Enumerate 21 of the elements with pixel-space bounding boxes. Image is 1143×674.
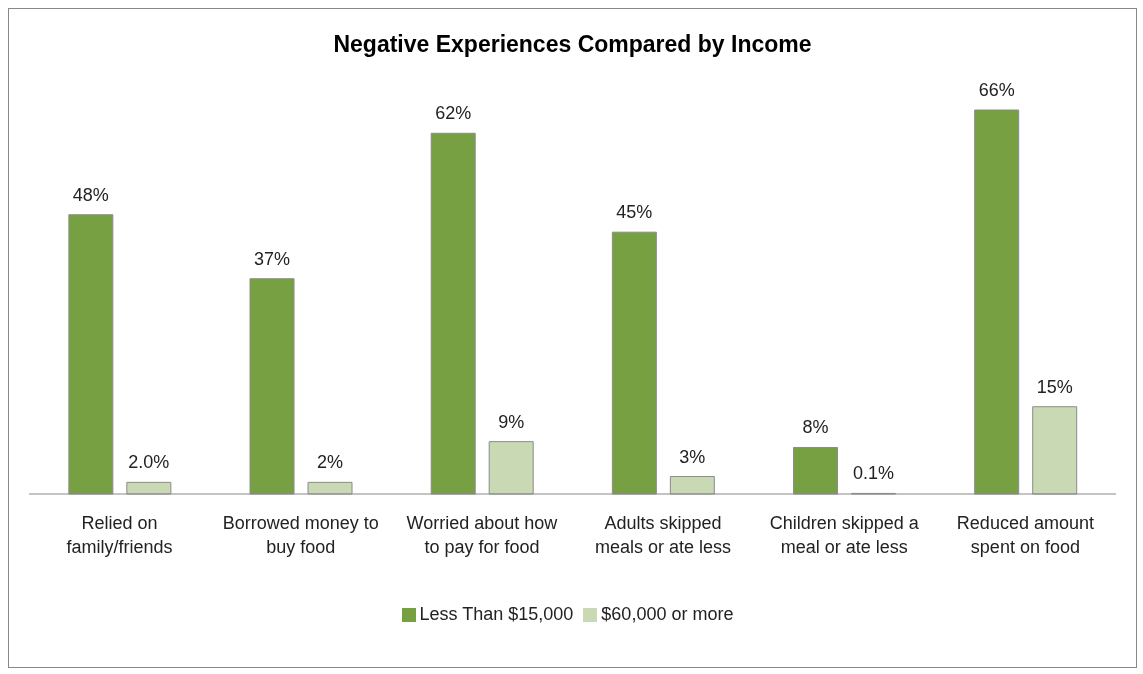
chart-title: Negative Experiences Compared by Income xyxy=(332,31,813,59)
legend-label: $60,000 or more xyxy=(601,604,734,624)
data-label: 66% xyxy=(978,80,1015,100)
data-label: 37% xyxy=(254,248,291,269)
x-tick-label: Worried about how to pay for food xyxy=(406,512,559,557)
data-label: 2.0% xyxy=(128,452,170,473)
legend-label: Less Than $15,000 xyxy=(419,604,574,624)
x-tick-label: Relied on family/friends xyxy=(66,512,173,557)
data-label: 48% xyxy=(72,184,109,205)
data-label: 9% xyxy=(498,411,525,432)
data-label: 8% xyxy=(802,417,829,438)
data-label: 62% xyxy=(435,103,472,124)
data-label: 3% xyxy=(679,446,706,467)
x-tick-label: Borrowed money to buy food xyxy=(222,512,379,557)
x-tick-label: Adults skipped meals or ate less xyxy=(595,512,732,557)
x-tick-label: Reduced amount spent on food xyxy=(956,512,1094,557)
data-label: 45% xyxy=(616,202,653,223)
data-label: 0.1% xyxy=(853,463,895,484)
data-label: 15% xyxy=(1036,376,1073,397)
data-label: 2% xyxy=(317,452,344,473)
x-tick-label: Children skipped a meal or ate less xyxy=(769,512,920,557)
